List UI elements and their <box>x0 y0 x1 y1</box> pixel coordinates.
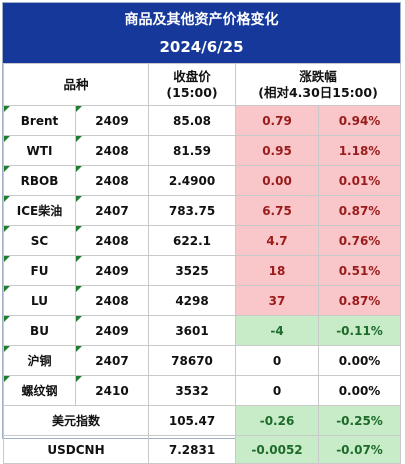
contract-month: 2407 <box>74 345 150 376</box>
percent-change: -0.11% <box>318 315 402 346</box>
table-row: FU 2409 3525 18 0.51% <box>3 255 402 286</box>
table-row: 螺纹钢 2410 3532 0 0.00% <box>3 375 402 406</box>
contract-month: 2407 <box>74 195 150 226</box>
percent-change: 0.76% <box>318 225 402 256</box>
price-change: 0 <box>235 375 320 406</box>
table-row: 美元指数 105.47 -0.26 -0.25% <box>2 405 402 436</box>
price-change: -0.26 <box>235 405 320 436</box>
header-close: 收盘价 (15:00) <box>148 63 237 106</box>
close-price: 622.1 <box>148 225 237 256</box>
contract-month: 2408 <box>74 225 150 256</box>
close-price: 4298 <box>148 285 237 316</box>
close-price: 81.59 <box>148 135 237 166</box>
price-change: 37 <box>235 285 320 316</box>
percent-change: 0.87% <box>318 195 402 226</box>
table-row: USDCNH 7.2831 -0.0052 -0.07% <box>2 435 402 464</box>
close-price: 3532 <box>148 375 237 406</box>
percent-change: 0.00% <box>318 345 402 376</box>
contract-month: 2410 <box>74 375 150 406</box>
contract-month: 2408 <box>74 135 150 166</box>
product-name: WTI <box>3 135 76 166</box>
percent-change: -0.07% <box>318 435 402 464</box>
percent-change: 0.94% <box>318 105 402 136</box>
product-name: FU <box>3 255 76 286</box>
close-price: 85.08 <box>148 105 237 136</box>
header-product: 品种 <box>2 63 150 106</box>
percent-change: 0.00% <box>318 375 402 406</box>
product-name: LU <box>3 285 76 316</box>
price-change: 0.00 <box>235 165 320 196</box>
contract-month: 2408 <box>74 165 150 196</box>
price-change: 6.75 <box>235 195 320 226</box>
price-change: 0.95 <box>235 135 320 166</box>
table-row: LU 2408 4298 37 0.87% <box>3 285 402 316</box>
table-row: RBOB 2408 2.4900 0.00 0.01% <box>3 165 402 196</box>
price-table: 品种 收盘价 (15:00) 涨跌幅 (相对4.30日15:00) Brent 240… <box>2 63 402 464</box>
table-row: WTI 2408 81.59 0.95 1.18% <box>3 135 402 166</box>
asset-name: 美元指数 <box>2 405 150 436</box>
price-change: 18 <box>235 255 320 286</box>
close-price: 105.47 <box>148 405 237 436</box>
price-change: -4 <box>235 315 320 346</box>
product-name: 螺纹钢 <box>3 375 76 406</box>
product-name: RBOB <box>3 165 76 196</box>
close-price: 7.2831 <box>148 435 237 464</box>
contract-month: 2409 <box>74 105 150 136</box>
close-price: 3525 <box>148 255 237 286</box>
percent-change: 0.51% <box>318 255 402 286</box>
table-row: BU 2409 3601 -4 -0.11% <box>3 315 402 346</box>
price-change: -0.0052 <box>235 435 320 464</box>
table-date: 2024/6/25 <box>159 38 244 56</box>
close-price: 783.75 <box>148 195 237 226</box>
header-change: 涨跌幅 (相对4.30日15:00) <box>235 63 402 106</box>
table-row: ICE柴油 2407 783.75 6.75 0.87% <box>3 195 402 226</box>
percent-change: 0.87% <box>318 285 402 316</box>
header-change-line2: (相对4.30日15:00) <box>258 84 378 100</box>
product-name: ICE柴油 <box>3 195 76 226</box>
header-close-line1: 收盘价 <box>173 68 211 84</box>
header-close-line2: (15:00) <box>166 84 218 100</box>
percent-change: 0.01% <box>318 165 402 196</box>
table-title-banner: 商品及其他资产价格变化 2024/6/25 <box>3 3 400 63</box>
table-row: Brent 2409 85.08 0.79 0.94% <box>3 105 402 136</box>
table-row: SC 2408 622.1 4.7 0.76% <box>3 225 402 256</box>
table-row: 沪铜 2407 78670 0 0.00% <box>3 345 402 376</box>
percent-change: -0.25% <box>318 405 402 436</box>
asset-name: USDCNH <box>2 435 150 464</box>
contract-month: 2409 <box>74 255 150 286</box>
contract-month: 2409 <box>74 315 150 346</box>
close-price: 78670 <box>148 345 237 376</box>
close-price: 3601 <box>148 315 237 346</box>
header-row: 品种 收盘价 (15:00) 涨跌幅 (相对4.30日15:00) <box>2 63 402 106</box>
product-name: Brent <box>3 105 76 136</box>
price-change: 4.7 <box>235 225 320 256</box>
product-name: 沪铜 <box>3 345 76 376</box>
contract-month: 2408 <box>74 285 150 316</box>
product-name: SC <box>3 225 76 256</box>
header-change-line1: 涨跌幅 <box>299 68 337 84</box>
close-price: 2.4900 <box>148 165 237 196</box>
table-title: 商品及其他资产价格变化 <box>124 12 279 28</box>
product-name: BU <box>3 315 76 346</box>
percent-change: 1.18% <box>318 135 402 166</box>
price-change: 0.79 <box>235 105 320 136</box>
price-change: 0 <box>235 345 320 376</box>
